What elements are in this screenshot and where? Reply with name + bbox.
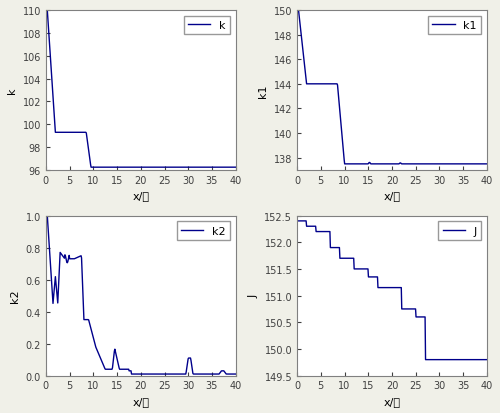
Y-axis label: k1: k1 xyxy=(258,84,268,97)
X-axis label: x/次: x/次 xyxy=(384,191,400,201)
Legend: k: k xyxy=(184,17,230,35)
Legend: k2: k2 xyxy=(176,222,230,240)
Y-axis label: k: k xyxy=(7,88,17,94)
X-axis label: x/次: x/次 xyxy=(384,396,400,406)
Y-axis label: J: J xyxy=(249,294,259,297)
Legend: J: J xyxy=(438,222,482,240)
X-axis label: x/次: x/次 xyxy=(132,396,150,406)
Legend: k1: k1 xyxy=(428,17,482,35)
X-axis label: x/次: x/次 xyxy=(132,191,150,201)
Y-axis label: k2: k2 xyxy=(10,289,20,303)
